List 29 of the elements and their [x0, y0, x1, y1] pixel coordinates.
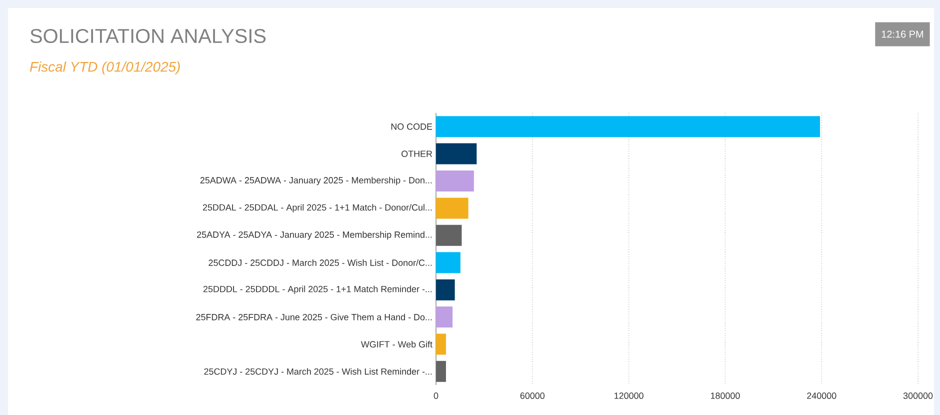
x-tick-label: 120000: [614, 392, 644, 399]
y-tick-label: 25CDDJ - 25CDDJ - March 2025 - Wish List - Donor/C...: [208, 259, 432, 266]
bar: [436, 360, 446, 382]
bar: [436, 198, 468, 219]
x-tick-label: 180000: [710, 392, 740, 399]
y-tick-label: 25FDRA - 25FDRA - June 2025 - Give Them a Hand - Do...: [196, 314, 432, 320]
bar: [436, 170, 474, 192]
y-tick-label: 25CDYJ - 25CDYJ - March 2025 - Wish List Reminder -...: [204, 368, 432, 375]
bar: [436, 116, 820, 138]
y-tick-label: NO CODE: [391, 123, 432, 130]
text: 12:16 PM: [882, 30, 923, 38]
text: Fiscal YTD (01/01/2025): [30, 62, 180, 75]
bar: [436, 306, 453, 328]
text: SOLICITATION ANALYSIS: [30, 28, 266, 44]
bar: [436, 279, 455, 300]
x-tick-label: 300000: [903, 392, 933, 399]
y-tick-label: WGIFT - Web Gift: [360, 340, 432, 348]
y-tick-label: 25DDAL - 25DDAL - April 2025 - 1+1 Match - Donor/Cul...: [202, 204, 432, 212]
y-tick-label: OTHER: [402, 150, 432, 157]
bar: [436, 252, 460, 274]
y-tick-label: 25ADYA - 25ADYA - January 2025 - Membership Remind...: [197, 231, 432, 240]
bar: [436, 143, 477, 164]
y-tick-label: 25ADWA - 25ADWA - January 2025 - Membership - Don...: [200, 176, 432, 186]
x-tick-label: 240000: [807, 392, 836, 399]
y-tick-label: 25DDDL - 25DDDL - April 2025 - 1+1 Match Reminder -...: [203, 286, 432, 294]
bar: [436, 224, 462, 246]
x-tick-label: 0: [434, 392, 438, 399]
bar: [436, 334, 446, 355]
x-tick-label: 60000: [520, 392, 545, 399]
